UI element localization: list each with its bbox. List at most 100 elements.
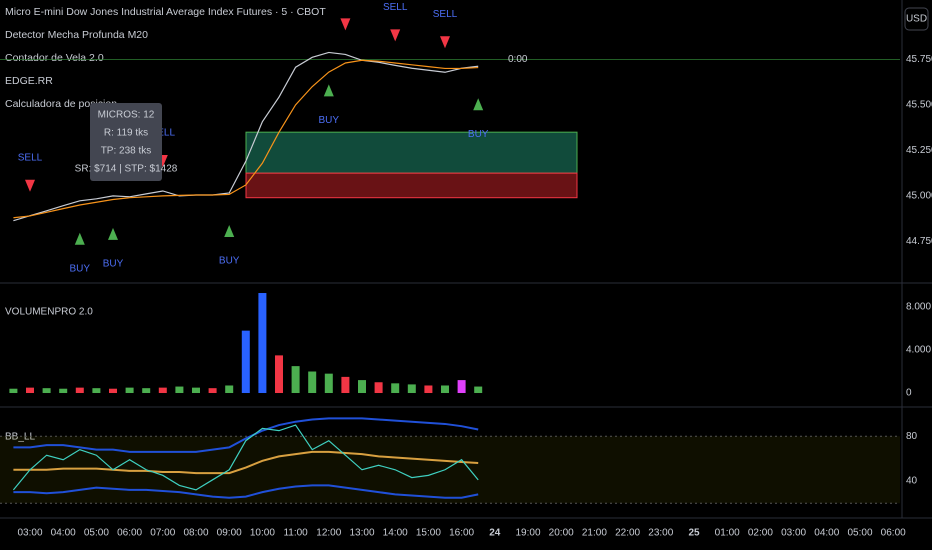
signal-label: SELL: [151, 128, 176, 139]
indicator-label: Contador de Vela 2.0: [5, 52, 104, 64]
x-tick-label: 14:00: [383, 528, 408, 539]
volume-bar: [192, 387, 200, 394]
band: [0, 436, 900, 504]
signal-marker: [108, 227, 118, 240]
volume-bar: [92, 388, 101, 394]
x-tick-label: 24: [489, 528, 501, 539]
x-tick-label: 19:00: [515, 528, 540, 539]
volume-bar: [457, 380, 466, 394]
volume-bar: [391, 383, 400, 394]
x-tick-label: 08:00: [183, 528, 208, 539]
signal-marker: [340, 18, 351, 31]
series-line: [13, 417, 479, 453]
volume-bar: [291, 366, 300, 394]
volume-bar: [109, 388, 117, 394]
chart-title: Micro E-mini Dow Jones Industrial Averag…: [5, 6, 326, 18]
volume-bar: [158, 387, 167, 394]
x-tick-label: 20:00: [549, 528, 574, 539]
x-tick-label: 21:00: [582, 528, 607, 539]
currency-label[interactable]: USD: [906, 14, 927, 25]
x-tick-label: 04:00: [51, 528, 76, 539]
volume-bar: [241, 330, 250, 394]
x-tick-label: 22:00: [615, 528, 640, 539]
volume-bar: [441, 385, 449, 394]
signal-marker: [323, 84, 334, 97]
zone: [245, 172, 578, 199]
y-tick-label: 0: [906, 388, 912, 399]
volume-bar: [175, 386, 184, 394]
series-line: [13, 484, 479, 499]
x-tick-label: 12:00: [316, 528, 341, 539]
y-tick-label: 45.750: [906, 54, 932, 65]
signal-label: SELL: [433, 9, 458, 20]
y-tick-label: 4.000: [906, 345, 931, 356]
x-tick-label: 06:00: [117, 528, 142, 539]
x-tick-label: 11:00: [283, 528, 308, 539]
tooltip-line: MICROS: 12: [98, 110, 155, 121]
series-line: [12, 424, 479, 491]
signal-marker: [25, 179, 35, 192]
signal-marker: [390, 29, 401, 42]
volume-bar: [374, 382, 383, 394]
signal-marker: [440, 36, 450, 49]
x-tick-label: 07:00: [150, 528, 175, 539]
x-tick-label: 25: [688, 528, 700, 539]
indicator-label: Calculadora de posicion: [5, 98, 117, 110]
y-tick-label: 45.500: [906, 100, 932, 111]
x-tick-label: 09:00: [217, 528, 242, 539]
currency-button[interactable]: [904, 7, 929, 31]
zone: [245, 131, 578, 174]
x-tick-label: 05:00: [84, 528, 109, 539]
y-tick-label: 80: [906, 431, 918, 442]
x-tick-label: 16:00: [449, 528, 474, 539]
volume-bar: [9, 388, 18, 394]
x-tick-label: 02:00: [748, 528, 773, 539]
volume-bar: [407, 384, 416, 394]
y-tick-label: 8.000: [906, 302, 931, 313]
volume-bar: [341, 376, 350, 394]
volume-bar: [142, 388, 151, 394]
x-tick-label: 03:00: [781, 528, 806, 539]
panel-title: BB_LL: [5, 432, 35, 443]
y-tick-label: 44.750: [906, 236, 932, 247]
signal-label: SELL: [383, 2, 408, 13]
volume-bar: [125, 387, 134, 394]
volume-bar: [59, 388, 68, 394]
x-tick-label: 06:00: [881, 528, 906, 539]
x-tick-label: 05:00: [847, 528, 872, 539]
x-tick-label: 15:00: [416, 528, 441, 539]
x-tick-label: 13:00: [349, 528, 374, 539]
volume-bar: [208, 388, 217, 394]
volume-bar: [42, 388, 51, 394]
indicator-label: Detector Mecha Profunda M20: [5, 29, 148, 41]
series-line: [13, 59, 479, 219]
tooltip-box: [90, 103, 162, 181]
volume-bar: [225, 385, 234, 394]
price-line-label: 0:00: [508, 54, 528, 65]
signal-label: BUY: [319, 115, 340, 126]
volume-bar: [324, 373, 333, 394]
series-line: [13, 51, 479, 222]
tooltip-line: TP: 238 tks: [101, 146, 152, 157]
signal-marker: [473, 98, 484, 111]
volume-bar: [308, 371, 317, 394]
volume-bar: [75, 387, 84, 394]
signal-label: BUY: [103, 259, 124, 270]
y-tick-label: 45.000: [906, 191, 932, 202]
volume-bar: [424, 385, 433, 394]
indicator-label: EDGE.RR: [5, 75, 53, 87]
tooltip-line: SR: $714 | STP: $1428: [75, 164, 178, 175]
signal-label: BUY: [70, 263, 91, 274]
x-tick-label: 10:00: [250, 528, 275, 539]
volume-bar: [26, 387, 34, 394]
signal-label: SELL: [333, 0, 358, 2]
signal-label: SELL: [18, 152, 43, 163]
series-line: [13, 450, 479, 475]
volume-bar: [258, 293, 267, 394]
panel-title: VOLUMENPRO 2.0: [5, 307, 93, 318]
volume-bar: [275, 355, 283, 394]
signal-label: BUY: [468, 129, 489, 140]
volume-bar: [474, 386, 483, 394]
